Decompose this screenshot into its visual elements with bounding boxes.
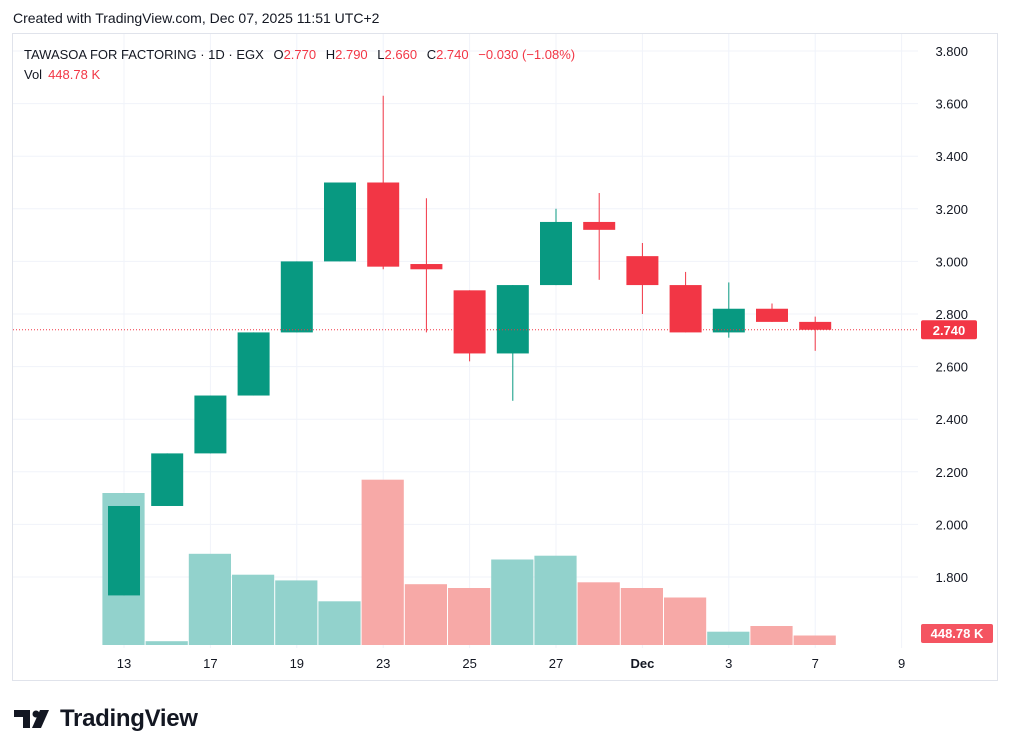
price-axis: 3.800 3.600 3.400 3.200 3.000 2.800 2.600 2.400…	[935, 44, 968, 585]
volume-value: 448.78 K	[48, 67, 101, 82]
candle-body	[194, 395, 227, 454]
candle-body	[367, 182, 400, 267]
candle-body	[280, 261, 313, 333]
y-tick-label: 2.400	[935, 412, 968, 427]
candles	[108, 95, 832, 596]
x-tick-label: 17	[203, 656, 217, 671]
candle-body	[324, 182, 356, 262]
candle-body	[108, 505, 140, 596]
volume-bar	[491, 559, 534, 645]
volume-bar	[145, 641, 188, 645]
volume-bar	[188, 553, 231, 645]
volume-badge: 448.78 K	[921, 624, 993, 643]
candle	[669, 271, 702, 333]
x-tick-label: 27	[549, 656, 563, 671]
y-tick-label: 3.200	[935, 202, 968, 217]
time-axis: 13 17 19 23 25 27 Dec 3 7 9	[117, 656, 905, 671]
volume-bars	[102, 479, 836, 645]
change-value: −0.030 (−1.08%)	[478, 47, 576, 62]
y-tick-label: 3.600	[935, 97, 968, 112]
candle-body	[799, 321, 832, 330]
x-tick-label: Dec	[630, 656, 654, 671]
open-value: 2.770	[283, 47, 317, 62]
x-tick-label: 7	[812, 656, 819, 671]
x-tick-label: 13	[117, 656, 131, 671]
volume-bar	[232, 574, 275, 645]
candle	[583, 193, 616, 280]
x-tick-label: 25	[462, 656, 476, 671]
y-tick-label: 3.400	[935, 149, 968, 164]
y-tick-label: 1.800	[935, 570, 968, 585]
candle-body	[237, 332, 270, 396]
candle-body	[583, 221, 616, 230]
y-tick-label: 3.800	[935, 44, 968, 59]
tradingview-logo-text: TradingView	[60, 705, 198, 732]
candle	[237, 332, 270, 396]
candle	[410, 198, 443, 333]
tradingview-logo-icon	[14, 710, 49, 728]
candle-body	[626, 256, 659, 286]
candle	[453, 290, 486, 362]
candle	[799, 316, 832, 351]
volume-bar	[404, 584, 447, 645]
volume-bar	[275, 580, 318, 645]
volume-bar	[318, 601, 361, 645]
candle	[712, 282, 745, 338]
x-tick-label: 19	[290, 656, 304, 671]
y-tick-label: 2.600	[935, 360, 968, 375]
candle-body	[151, 453, 184, 506]
volume-bar	[793, 635, 836, 645]
x-tick-label: 23	[376, 656, 390, 671]
y-tick-label: 2.200	[935, 465, 968, 480]
low-value: 2.660	[384, 47, 418, 62]
volume-bar	[534, 555, 577, 645]
close-value: 2.740	[436, 47, 469, 62]
close-label: C	[426, 47, 437, 62]
candle-body	[453, 290, 486, 354]
volume-bar	[620, 588, 663, 645]
high-value: 2.790	[335, 47, 368, 62]
volume-bar	[750, 626, 793, 645]
volume-bar	[707, 631, 750, 645]
symbol-name[interactable]: TAWASOA FOR FACTORING · 1D · EGX	[24, 47, 264, 62]
candle-body	[756, 308, 788, 322]
candle-body	[540, 221, 572, 286]
candle	[367, 95, 400, 270]
volume-bar	[448, 588, 491, 645]
volume-label[interactable]: Vol	[24, 67, 43, 82]
candle	[756, 303, 788, 322]
created-with-text: Created with TradingView.com, Dec 07, 20…	[13, 10, 380, 26]
volume-legend: Vol 448.78 K	[24, 65, 100, 85]
price-badge-label: 2.740	[933, 323, 966, 338]
candle	[540, 208, 572, 286]
volume-bar	[577, 582, 620, 645]
candle	[280, 261, 313, 333]
candle	[194, 395, 227, 454]
open-label: O	[273, 47, 284, 62]
candle-body	[496, 285, 529, 354]
symbol-legend: TAWASOA FOR FACTORING · 1D · EGX O2.770 …	[24, 45, 575, 65]
y-tick-label: 3.000	[935, 254, 968, 269]
price-badge: 2.740	[921, 320, 977, 340]
candle-body	[410, 264, 443, 270]
candle-body	[669, 285, 702, 333]
volume-bar	[664, 597, 707, 645]
x-tick-label: 3	[725, 656, 732, 671]
candle	[496, 285, 529, 401]
volume-badge-label: 448.78 K	[931, 626, 984, 641]
candle	[626, 242, 659, 314]
y-tick-label: 2.000	[935, 517, 968, 532]
candle	[151, 453, 184, 506]
candle-body	[712, 308, 745, 333]
low-label: L	[377, 47, 385, 62]
candle	[324, 182, 356, 262]
x-tick-label: 9	[898, 656, 905, 671]
y-tick-label: 2.800	[935, 307, 968, 322]
volume-bar	[361, 479, 404, 645]
tradingview-logo[interactable]: TradingView	[14, 704, 198, 734]
chart-frame	[12, 33, 998, 681]
high-label: H	[325, 47, 336, 62]
candle	[108, 505, 140, 596]
